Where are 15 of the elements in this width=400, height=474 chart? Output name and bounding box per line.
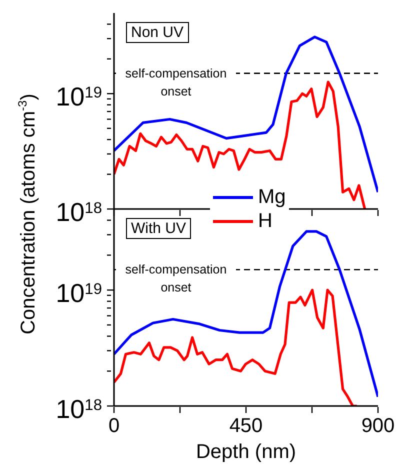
y-tick-label: 10$^{19}$ bbox=[56, 82, 102, 112]
ref-line-label: self-compensation onset bbox=[125, 66, 227, 98]
x-tick-label: 450 bbox=[229, 415, 263, 437]
legend-label: Mg bbox=[258, 185, 286, 209]
x-tick-label: 0 bbox=[108, 415, 120, 437]
legend-label: H bbox=[258, 209, 272, 233]
x-axis-title: Depth (nm) bbox=[196, 441, 296, 463]
ref-line-label: self-compensation onset bbox=[125, 262, 227, 295]
line-series bbox=[114, 80, 366, 209]
annotation: With UV bbox=[126, 218, 192, 239]
annotation: Non UV bbox=[126, 22, 189, 43]
x-tick-label: 900 bbox=[361, 415, 395, 437]
y-tick-label: 10$^{18}$ bbox=[56, 394, 102, 424]
y-tick-label: 10$^{19}$ bbox=[56, 278, 102, 308]
y-tick-label: 10$^{18}$ bbox=[56, 197, 102, 227]
